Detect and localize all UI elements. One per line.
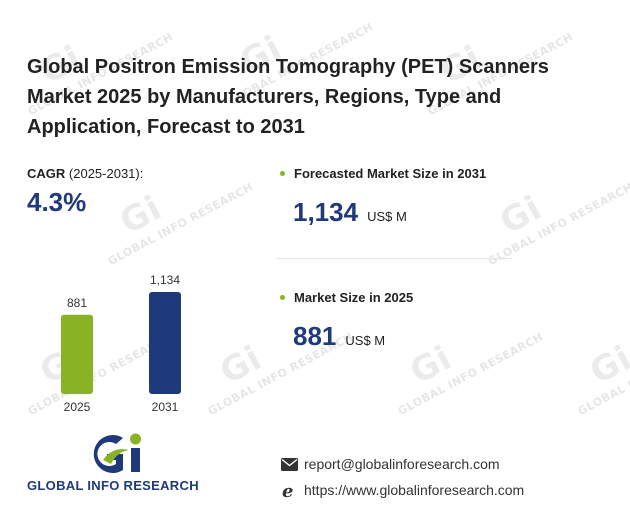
current-value: 881 (293, 321, 337, 351)
website-link[interactable]: https://www.globalinforesearch.com (304, 482, 525, 498)
logo-text: GLOBAL INFO RESEARCH (27, 478, 199, 493)
bar-2025 (61, 314, 93, 394)
bar-chart: 881 2025 1,134 2031 (61, 273, 181, 414)
logo: GLOBAL INFO RESEARCH (27, 430, 207, 493)
cagr-label-text: CAGR (27, 166, 66, 181)
email-link[interactable]: report@globalinforesearch.com (304, 456, 500, 472)
forecast-metric: Forecasted Market Size in 2031 1,134 US$ … (280, 166, 486, 228)
bar-value-label: 1,134 (150, 273, 180, 287)
forecast-label: Forecasted Market Size in 2031 (294, 166, 487, 181)
x-tick-label: 2025 (64, 400, 91, 414)
current-metric: Market Size in 2025 881 US$ M (280, 290, 413, 352)
current-unit: US$ M (345, 333, 386, 348)
bar-2031 (149, 292, 181, 394)
cagr-period: (2025-2031): (68, 166, 144, 181)
svg-text:e: e (282, 482, 293, 499)
cagr-label: CAGR (2025-2031): (27, 166, 143, 181)
bullet-icon (280, 171, 285, 176)
email-contact[interactable]: report@globalinforesearch.com (280, 456, 500, 472)
browser-icon: e (280, 482, 298, 499)
divider (276, 258, 512, 259)
forecast-unit: US$ M (367, 209, 407, 224)
page-title: Global Positron Emission Tomography (PET… (27, 56, 549, 138)
current-label: Market Size in 2025 (294, 290, 414, 305)
cagr-value: 4.3% (27, 187, 87, 217)
x-tick-label: 2031 (152, 400, 179, 414)
bullet-icon (280, 295, 285, 300)
bar-value-label: 881 (67, 296, 87, 310)
logo-mark-icon (93, 433, 141, 473)
forecast-value: 1,134 (293, 197, 359, 227)
email-icon (280, 456, 298, 472)
website-contact[interactable]: e https://www.globalinforesearch.com (280, 482, 525, 499)
